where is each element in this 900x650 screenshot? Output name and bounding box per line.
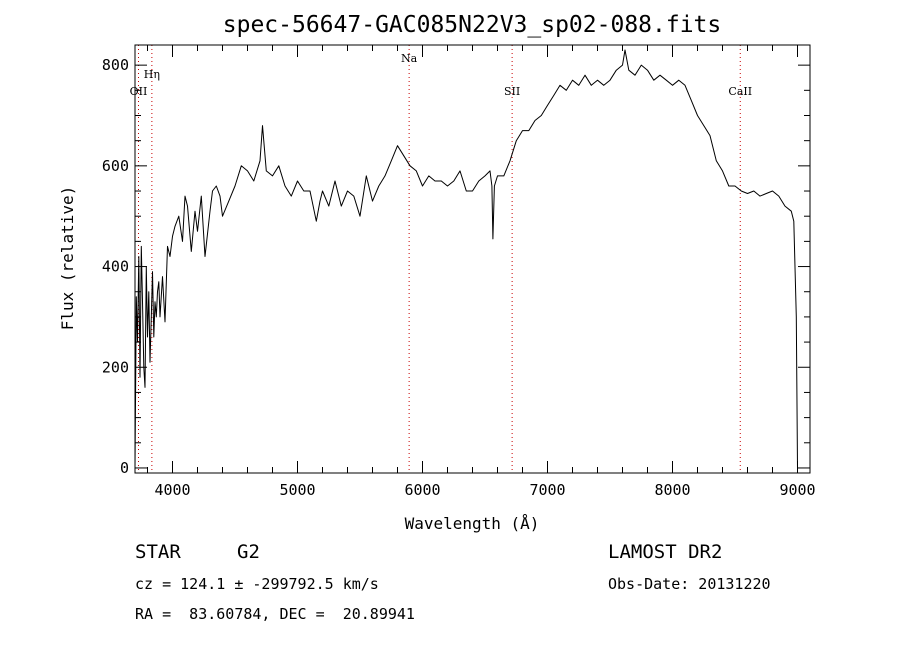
x-tick-label-9000: 9000: [779, 481, 815, 499]
x-axis-label: Wavelength (Å): [405, 514, 540, 533]
line-marker-label-2: Na: [401, 52, 418, 65]
star-class: STAR: [135, 541, 181, 563]
plot-frame: [134, 44, 811, 474]
x-tick-label-8000: 8000: [654, 481, 690, 499]
y-tick-label-600: 600: [102, 157, 129, 175]
x-tick-label-6000: 6000: [404, 481, 440, 499]
y-tick-label-0: 0: [120, 459, 129, 477]
line-marker-label-4: CaII: [728, 85, 752, 98]
plot-area: OII Hη Na SII CaII 4000 5000 6000 7000 8000 9000 0 2…: [102, 44, 816, 499]
y-axis-label: Flux (relative): [58, 186, 77, 331]
x-tick-label-5000: 5000: [279, 481, 315, 499]
y-tick-label-200: 200: [102, 358, 129, 376]
obs-date: Obs-Date: 20131220: [608, 575, 771, 593]
chart-title: spec-56647-GAC085N22V3_sp02-088.fits: [223, 12, 722, 38]
star-subclass: G2: [237, 541, 260, 563]
line-marker-label-1: Hη: [144, 68, 160, 81]
line-marker-label-3: SII: [504, 85, 520, 98]
spectrum-line: [134, 49, 798, 469]
y-tick-label-800: 800: [102, 56, 129, 74]
coordinates: RA = 83.60784, DEC = 20.89941: [135, 605, 415, 623]
redshift-info: cz = 124.1 ± -299792.5 km/s: [135, 575, 379, 593]
x-tick-label-7000: 7000: [529, 481, 565, 499]
x-tick-label-4000: 4000: [154, 481, 190, 499]
line-marker-label-0: OII: [130, 85, 148, 98]
y-tick-label-400: 400: [102, 258, 129, 276]
survey-name: LAMOST DR2: [608, 541, 723, 563]
